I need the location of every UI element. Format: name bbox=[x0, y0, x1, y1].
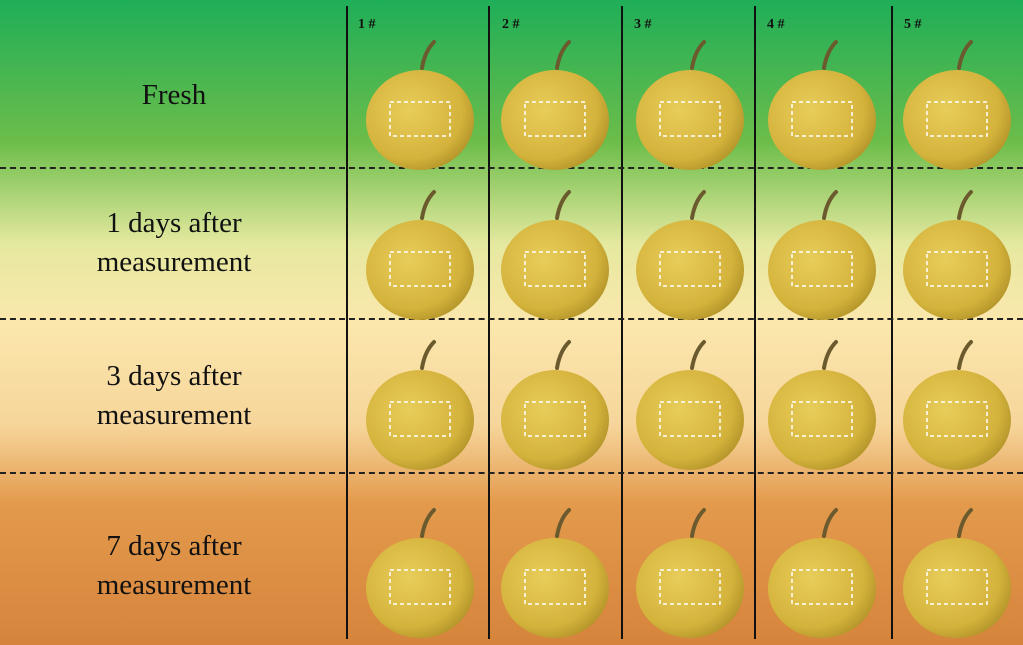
pear-photo-r1-c5 bbox=[903, 40, 1011, 170]
column-divider bbox=[754, 6, 756, 639]
row-label-3-days-line2: measurement bbox=[96, 399, 252, 431]
row-label-1-day: 1 days after measurement bbox=[0, 168, 348, 318]
row-label-fresh: Fresh bbox=[0, 20, 348, 170]
row-label-3-days-line1: 3 days after bbox=[106, 360, 242, 392]
row-divider bbox=[0, 472, 1023, 474]
pear-photo-r1-c4 bbox=[768, 40, 876, 170]
row-label-3-days: 3 days after measurement bbox=[0, 320, 348, 472]
column-divider bbox=[891, 6, 893, 639]
pear-photo-r3-c5 bbox=[903, 340, 1011, 470]
pear-photo-r4-c4 bbox=[768, 508, 876, 638]
row-divider bbox=[0, 318, 1023, 320]
pear-photo-r4-c2 bbox=[501, 508, 609, 638]
column-label-5: 5 # bbox=[904, 17, 922, 32]
pear-photo-r1-c1 bbox=[366, 40, 474, 170]
column-label-4: 4 # bbox=[767, 17, 785, 32]
pear-photo-r2-c4 bbox=[768, 190, 876, 320]
pear-photo-r2-c2 bbox=[501, 190, 609, 320]
pear-photo-r3-c3 bbox=[636, 340, 744, 470]
row-divider bbox=[0, 167, 1023, 169]
row-label-7-days: 7 days after measurement bbox=[0, 490, 348, 642]
pear-photo-r3-c1 bbox=[366, 340, 474, 470]
row-label-7-days-line2: measurement bbox=[96, 569, 252, 601]
column-label-1: 1 # bbox=[358, 17, 376, 32]
pear-photo-r4-c5 bbox=[903, 508, 1011, 638]
pear-photo-r2-c1 bbox=[366, 190, 474, 320]
pear-photo-r3-c4 bbox=[768, 340, 876, 470]
pear-photo-r3-c2 bbox=[501, 340, 609, 470]
row-label-7-days-line1: 7 days after bbox=[106, 530, 242, 562]
pear-photo-r2-c5 bbox=[903, 190, 1011, 320]
column-label-3: 3 # bbox=[634, 17, 652, 32]
pear-photo-r4-c3 bbox=[636, 508, 744, 638]
row-label-1-day-line2: measurement bbox=[96, 246, 252, 278]
pear-photo-r1-c3 bbox=[636, 40, 744, 170]
pear-photo-r4-c1 bbox=[366, 508, 474, 638]
column-label-2: 2 # bbox=[502, 17, 520, 32]
pear-photo-r2-c3 bbox=[636, 190, 744, 320]
pear-photo-r1-c2 bbox=[501, 40, 609, 170]
column-divider bbox=[621, 6, 623, 639]
column-divider bbox=[346, 6, 348, 639]
column-divider bbox=[488, 6, 490, 639]
row-label-fresh-text: Fresh bbox=[141, 78, 207, 111]
row-label-1-day-line1: 1 days after bbox=[106, 207, 242, 239]
